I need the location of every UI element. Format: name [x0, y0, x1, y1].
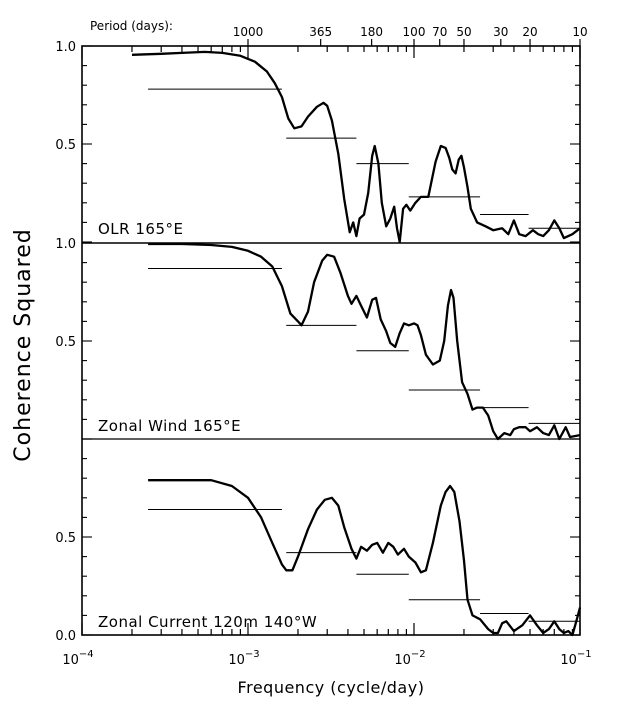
y-tick-label: 1.0 — [55, 40, 76, 55]
panels: OLR 165°E Zonal Wind 165°E Zonal Current 1… — [98, 50, 582, 637]
y-tick-label: 1.0 — [55, 237, 76, 252]
x-tick-label: 10−1 — [560, 649, 591, 668]
period-tick-label: 365 — [309, 25, 332, 39]
period-tick-label: 30 — [493, 25, 508, 39]
panel-label: Zonal Wind 165°E — [98, 417, 241, 435]
period-tick-label: 180 — [360, 25, 383, 39]
x-tick-label: 10−2 — [394, 649, 425, 668]
panel-1: OLR 165°E — [98, 50, 581, 244]
panel-label: OLR 165°E — [98, 220, 183, 238]
x-tick-label: 10−3 — [228, 649, 259, 668]
period-tick-label: 1000 — [233, 25, 264, 39]
x-axis-label: Frequency (cycle/day) — [238, 678, 425, 697]
period-tick-label: 100 — [403, 25, 426, 39]
period-tick-label: 50 — [456, 25, 471, 39]
top-axis-title: Period (days): — [90, 19, 173, 33]
ticks: 10−4 10−3 10−2 10−1 1000 365 180 100 70 50 30 20 10 1… — [55, 25, 591, 668]
y-tick-label: 0.0 — [55, 629, 76, 644]
plot-frame — [81, 45, 581, 636]
x-tick-label: 10−4 — [62, 649, 93, 668]
coherence-curve — [148, 479, 582, 637]
y-tick-label: 0.5 — [55, 531, 76, 546]
coherence-curve — [148, 242, 581, 441]
y-tick-label: 0.5 — [55, 335, 76, 350]
panel-3: Zonal Current 120m 140°W — [98, 479, 582, 637]
axes — [81, 45, 581, 636]
panel-label: Zonal Current 120m 140°W — [98, 613, 317, 631]
coherence-curve — [131, 50, 581, 244]
y-tick-label: 0.5 — [55, 138, 76, 153]
period-tick-label: 70 — [432, 25, 447, 39]
period-tick-label: 10 — [572, 25, 587, 39]
period-tick-label: 20 — [522, 25, 537, 39]
labels: Coherence Squared Frequency (cycle/day) … — [11, 19, 424, 697]
panel-2: Zonal Wind 165°E — [98, 242, 581, 441]
y-axis-label: Coherence Squared — [11, 228, 36, 461]
